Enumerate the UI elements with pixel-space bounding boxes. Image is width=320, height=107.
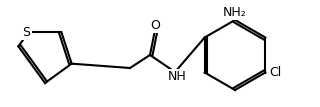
Text: Cl: Cl	[269, 66, 281, 79]
Text: NH₂: NH₂	[223, 5, 247, 19]
Text: O: O	[150, 19, 160, 31]
Text: S: S	[22, 26, 30, 39]
Text: NH: NH	[168, 71, 186, 83]
